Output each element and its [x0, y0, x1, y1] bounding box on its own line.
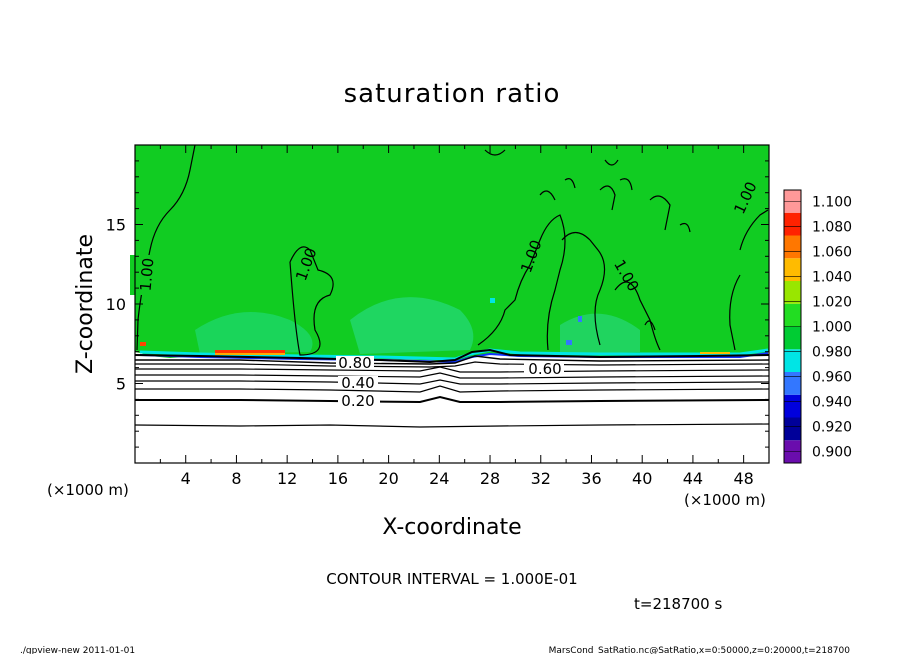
footer-right: MarsCond_SatRatio.nc@SatRatio,x=0:50000,…	[549, 646, 851, 654]
y-tick-label: 5	[116, 375, 126, 394]
contour-label: 0.40	[341, 374, 374, 392]
x-tick-label: 20	[378, 469, 398, 488]
subsaturated-zone	[195, 312, 313, 354]
colorbar-swatch	[784, 235, 801, 259]
colorbar: 0.900 0.920 0.940 0.960 0.980 1.000 1.020 1.040…	[783, 189, 852, 464]
contour-interval-note: CONTOUR INTERVAL = 1.000E-01	[326, 570, 577, 588]
x-tick-label: 12	[277, 469, 297, 488]
colorbar-label: 1.060	[812, 244, 852, 260]
subsaturated-zone	[350, 297, 474, 354]
colorbar-swatch	[784, 258, 801, 281]
colorbar-swatch	[784, 326, 801, 350]
y-axis-label: Z-coordinate	[73, 234, 98, 374]
colorbar-label: 1.040	[812, 269, 852, 285]
footer-left: ./gpview-new 2011-01-01	[20, 646, 135, 654]
supersaturated-streak	[700, 352, 730, 354]
contour-lines-1.00	[136, 144, 769, 356]
colorbar-label: 1.100	[812, 194, 852, 210]
contour-label: 0.60	[528, 360, 561, 378]
time-stamp: t=218700 s	[634, 595, 722, 613]
contour-lines-lower	[134, 348, 770, 428]
colorbar-swatch	[784, 281, 801, 304]
colorbar-swatch	[784, 303, 801, 327]
contour-label: 0.20	[341, 392, 374, 410]
x-axis-ticks: 4 8 12 16 20 24 28 32 36 40 44 48	[159, 145, 754, 488]
x-tick-label: 40	[632, 469, 652, 488]
contour-label: 0.80	[338, 354, 371, 372]
colorbar-label: 1.000	[812, 320, 852, 336]
x-tick-label: 4	[181, 469, 191, 488]
y-axis-ticks: 5 10 15	[106, 160, 769, 448]
contour-label: 1.00	[137, 257, 158, 292]
colorbar-label: 0.900	[812, 445, 852, 461]
colorbar-swatch	[784, 372, 801, 395]
colorbar-label: 0.940	[812, 395, 852, 411]
supersaturated-streak	[140, 342, 146, 346]
y-tick-label: 10	[106, 295, 126, 314]
x-tick-label: 36	[581, 469, 601, 488]
x-tick-label: 16	[328, 469, 348, 488]
colorbar-label: 0.960	[812, 370, 852, 386]
plot-area: 1.00 1.00 1.00 1.00 1.00 0.80 0.60 0.40 …	[130, 144, 770, 464]
subsaturated-zone	[560, 313, 640, 354]
colorbar-swatch	[784, 417, 801, 441]
chart-title: saturation ratio	[344, 79, 561, 109]
colorbar-label: 1.080	[812, 219, 852, 235]
colorbar-label: 1.020	[812, 294, 852, 310]
colorbar-swatch	[784, 394, 801, 418]
x-tick-label: 48	[733, 469, 753, 488]
colorbar-label: 0.920	[812, 420, 852, 436]
x-tick-label: 24	[429, 469, 449, 488]
x-axis-label: X-coordinate	[382, 515, 521, 540]
supersaturated-streak	[215, 353, 285, 355]
x-unit-left: (×1000 m)	[47, 481, 129, 499]
colorbar-label: 0.980	[812, 345, 852, 361]
x-tick-label: 28	[480, 469, 500, 488]
supersaturated-streak	[215, 350, 285, 353]
x-tick-label: 44	[683, 469, 703, 488]
colorbar-swatch	[784, 212, 801, 236]
x-unit-right: (×1000 m)	[684, 491, 766, 509]
blue-speck	[566, 340, 572, 345]
x-tick-label: 32	[531, 469, 551, 488]
cyan-speck	[490, 298, 495, 303]
y-tick-label: 15	[106, 216, 126, 235]
colorbar-swatch	[784, 349, 801, 372]
x-tick-label: 8	[231, 469, 241, 488]
blue-speck	[578, 316, 582, 322]
